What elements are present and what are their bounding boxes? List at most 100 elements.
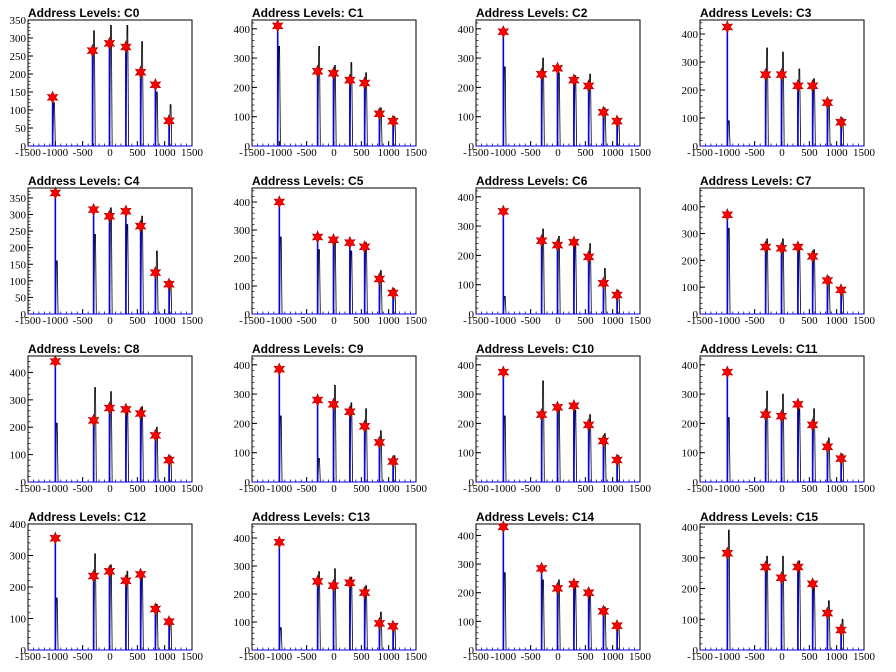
y-tick-label: 200 [10, 69, 27, 81]
x-tick-label: 1000 [378, 651, 401, 663]
chart-svg: 0 100 200 300 400 -1500 -1000 -500 0 500 1000 1500 [458, 187, 652, 327]
y-tick-label: 200 [10, 243, 27, 255]
peak-star [373, 616, 386, 631]
peak-star [311, 64, 324, 79]
x-tick-label: 0 [331, 147, 337, 159]
chart-panel-c1: 0 100 200 300 400 -1500 -1000 -500 0 500 1000 1500 A… [224, 0, 448, 168]
x-tick-label: 1000 [378, 147, 401, 159]
x-tick-label: 1500 [405, 315, 428, 327]
peak-star [806, 577, 819, 591]
peak-star [597, 434, 610, 448]
x-tick-label: -500 [297, 483, 318, 495]
peak-star [792, 79, 804, 93]
x-tick-label: 1000 [602, 315, 625, 327]
chart-panel-c6: 0 100 200 300 400 -1500 -1000 -500 0 500 1000 1500 A… [448, 168, 672, 336]
peak-star [821, 273, 834, 288]
chart-svg: 0 100 200 300 400 -1500 -1000 -500 0 500 1000 1500 [10, 519, 204, 663]
x-tick-label: -1000 [490, 651, 516, 663]
y-tick-label: 400 [234, 360, 251, 372]
x-tick-label: -500 [745, 147, 766, 159]
chart-title: Address Levels: C3 [700, 6, 812, 20]
peak-star [551, 238, 564, 252]
x-tick-label: -1500 [687, 483, 713, 495]
peak-star [792, 397, 804, 412]
x-tick-label: -500 [521, 147, 542, 159]
y-tick-label: 300 [234, 561, 251, 573]
x-tick-label: 1000 [826, 651, 849, 663]
y-tick-label: 0 [693, 309, 699, 321]
chart-title: Address Levels: C7 [700, 174, 812, 188]
chart-svg: 0 100 200 300 400 -1500 -1000 -500 0 500 1000 1500 [458, 355, 652, 495]
x-tick-label: -500 [521, 315, 542, 327]
peak-star [86, 43, 99, 58]
y-tick-label: 100 [458, 448, 475, 460]
x-tick-label: -1000 [42, 147, 68, 159]
x-tick-label: -1500 [463, 483, 489, 495]
peak-star [568, 577, 580, 591]
peak-star [611, 288, 623, 302]
chart-panel-c15: 0 100 200 300 400 -1500 -1000 -500 0 500 1000 1500 A… [672, 504, 896, 672]
x-tick-label: 1500 [853, 315, 876, 327]
peak-star [134, 406, 147, 421]
peak-star [806, 249, 819, 264]
chart-title: Address Levels: C14 [476, 510, 595, 524]
peak-star [759, 67, 772, 82]
x-tick-label: 0 [331, 651, 337, 663]
peak-star [721, 20, 734, 34]
peak-star [551, 61, 564, 76]
peak-star [311, 230, 324, 244]
y-tick-label: 300 [10, 210, 27, 222]
x-tick-label: -1000 [714, 315, 740, 327]
x-tick-label: 0 [779, 147, 785, 159]
peak-star [806, 79, 819, 93]
peak-star [344, 73, 356, 87]
chart-panel-c13: 0 100 200 300 400 -1500 -1000 -500 0 500 1000 1500 A… [224, 504, 448, 672]
x-tick-label: 500 [577, 315, 594, 327]
peak-star [344, 404, 356, 419]
y-tick-label: 200 [234, 418, 251, 430]
chart-title: Address Levels: C2 [476, 6, 588, 20]
peak-star [373, 107, 386, 121]
peak-star [103, 36, 116, 51]
chart-title: Address Levels: C12 [28, 510, 147, 524]
x-tick-label: -1000 [266, 483, 292, 495]
x-tick-label: -500 [73, 651, 94, 663]
y-tick-label: 200 [458, 82, 475, 94]
peak-star [551, 400, 564, 415]
x-tick-label: 0 [331, 315, 337, 327]
peak-star [134, 219, 147, 233]
y-tick-label: 300 [682, 389, 699, 401]
x-tick-label: 1000 [378, 315, 401, 327]
y-tick-label: 250 [10, 51, 27, 63]
y-tick-label: 0 [245, 645, 251, 657]
peak-star [373, 435, 386, 450]
peak-star [597, 105, 610, 120]
peak-star [134, 567, 147, 582]
x-tick-label: -500 [521, 651, 542, 663]
peak-star [597, 276, 610, 290]
y-tick-label: 300 [234, 389, 251, 401]
x-tick-label: 500 [353, 483, 370, 495]
x-tick-label: 1000 [154, 651, 177, 663]
x-tick-label: 0 [107, 651, 113, 663]
peak-star [120, 204, 132, 218]
y-tick-label: 0 [245, 141, 251, 153]
peak-star [597, 604, 610, 619]
x-tick-label: 1000 [154, 147, 177, 159]
peak-star [497, 365, 510, 379]
peak-star [611, 114, 623, 128]
x-tick-label: 1500 [405, 147, 428, 159]
y-tick-label: 0 [469, 141, 475, 153]
x-tick-label: 1000 [826, 315, 849, 327]
chart-title: Address Levels: C4 [28, 174, 140, 188]
y-tick-label: 0 [469, 309, 475, 321]
peak-star [835, 283, 847, 297]
peak-star [497, 24, 510, 39]
y-tick-label: 200 [458, 250, 475, 262]
peak-star [775, 571, 788, 585]
chart-title: Address Levels: C0 [28, 6, 140, 20]
peak-star [611, 618, 623, 633]
x-tick-label: -1000 [490, 483, 516, 495]
y-tick-label: 400 [682, 522, 699, 534]
